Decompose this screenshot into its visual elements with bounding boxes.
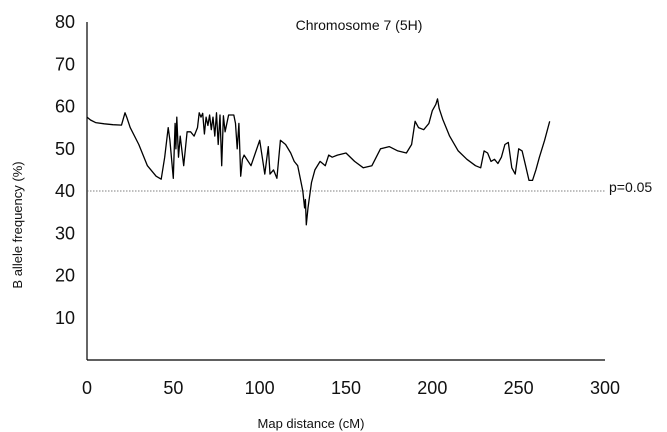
x-tick-label: 300 bbox=[590, 378, 620, 398]
y-axis-title: B allele frequency (%) bbox=[10, 161, 25, 288]
y-tick-label: 50 bbox=[55, 139, 75, 159]
y-tick-label: 60 bbox=[55, 97, 75, 117]
y-tick-label: 10 bbox=[55, 308, 75, 328]
x-tick-label: 250 bbox=[504, 378, 534, 398]
y-tick-label: 70 bbox=[55, 54, 75, 74]
series-layer bbox=[86, 98, 605, 226]
threshold-label: p=0.05 bbox=[609, 179, 652, 195]
y-tick-label: 30 bbox=[55, 223, 75, 243]
tick-labels: 10 20 30 40 50 60 70 80 0 50 100 150 200 250 300 bbox=[55, 12, 620, 398]
x-tick-label: 0 bbox=[82, 378, 92, 398]
x-tick-label: 50 bbox=[163, 378, 183, 398]
y-tick-label: 20 bbox=[55, 266, 75, 286]
series-line bbox=[86, 98, 551, 226]
x-tick-label: 150 bbox=[331, 378, 361, 398]
y-tick-label: 80 bbox=[55, 12, 75, 32]
x-tick-label: 100 bbox=[245, 378, 275, 398]
chart-title: Chromosome 7 (5H) bbox=[296, 17, 423, 33]
y-tick-label: 40 bbox=[55, 181, 75, 201]
x-tick-label: 200 bbox=[417, 378, 447, 398]
x-axis-title: Map distance (cM) bbox=[258, 416, 365, 431]
